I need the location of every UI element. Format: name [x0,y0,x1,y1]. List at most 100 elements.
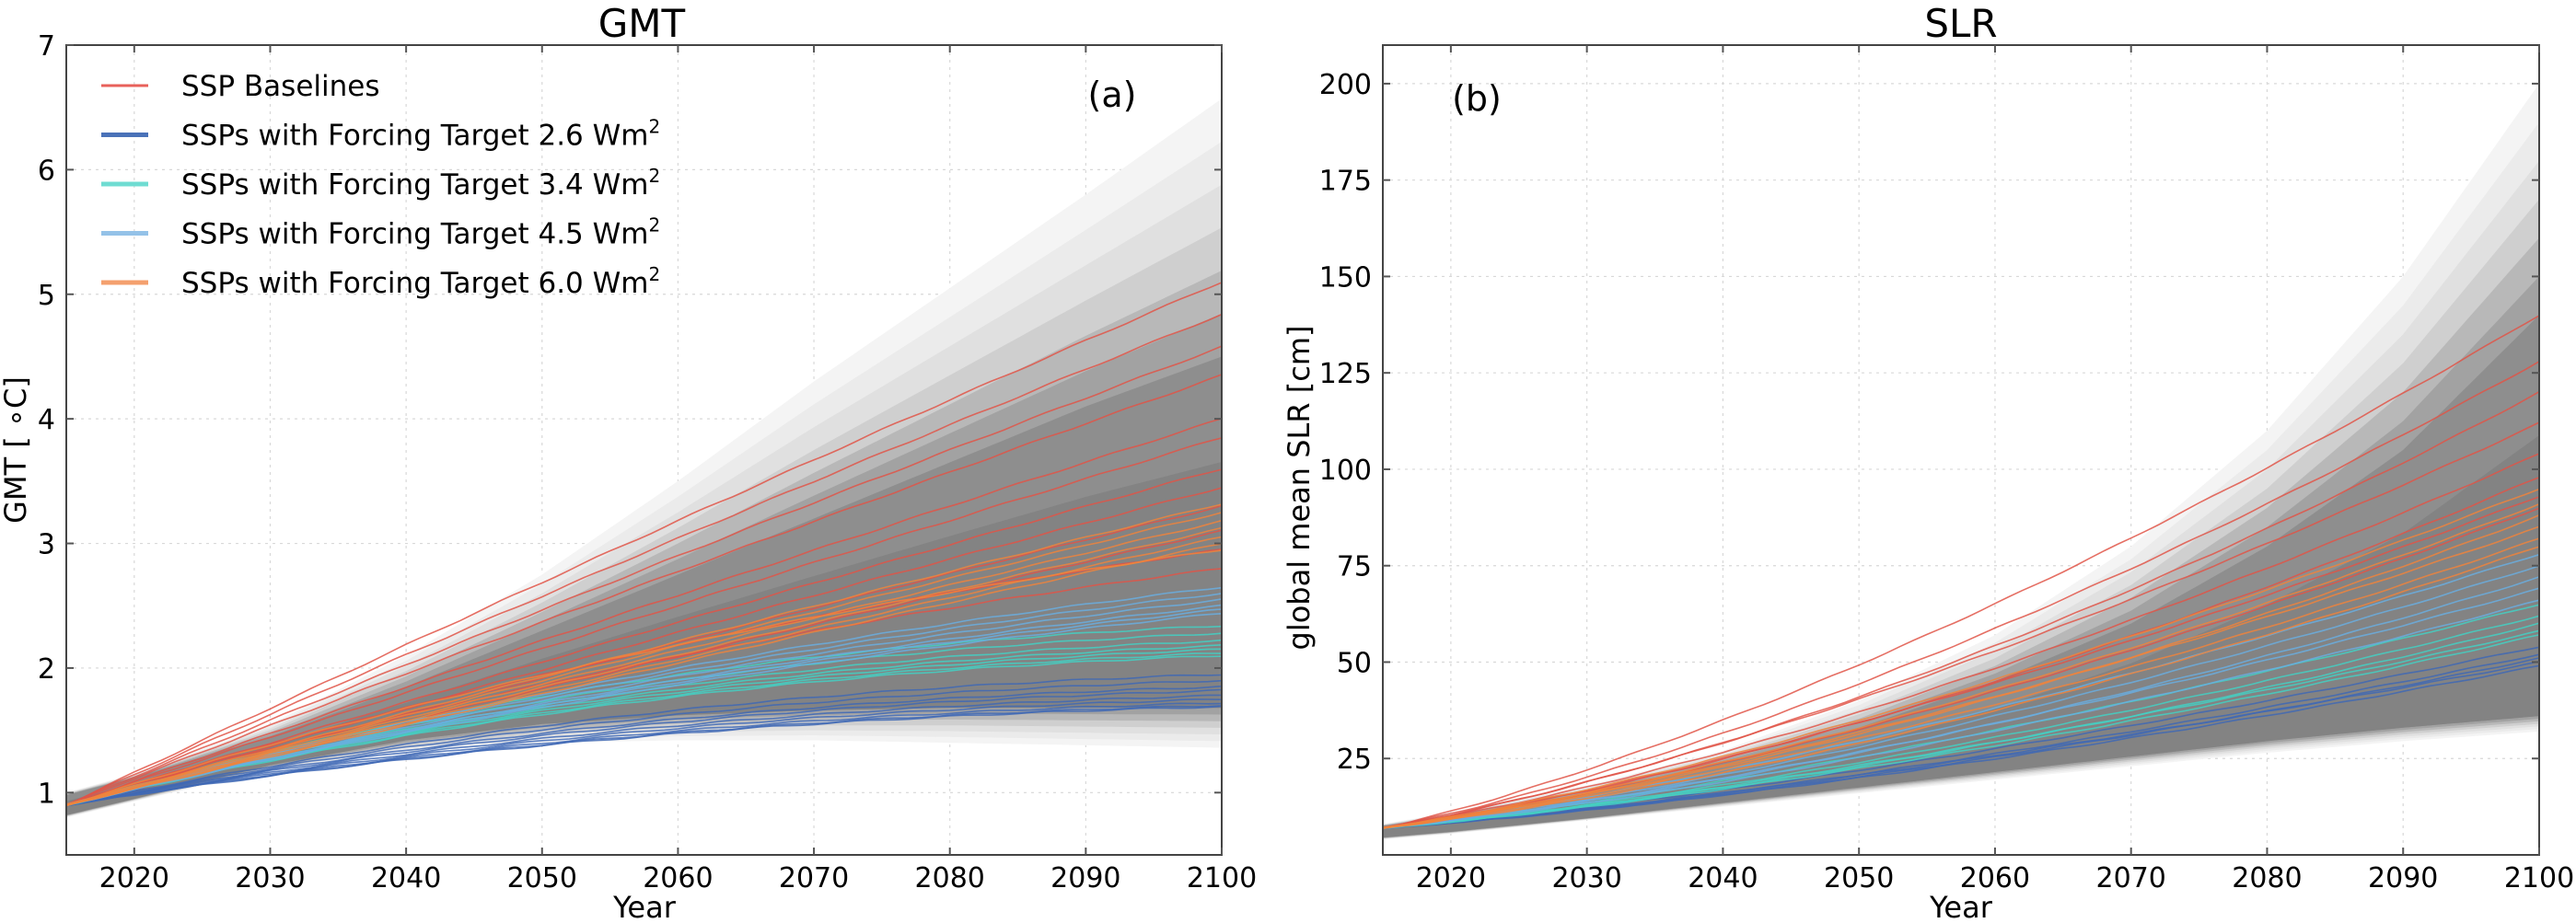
x-tick-label: 2070 [779,862,849,894]
y-tick-label: 150 [1319,261,1372,294]
x-axis-label-slr: Year [1929,890,1993,923]
series-line [65,674,1223,807]
series-line [1382,553,2540,829]
x-tick-label: 2030 [1551,862,1621,894]
legend-item: SSPs with Forcing Target 6.0 Wm2 [101,263,660,300]
series-line [65,543,1223,806]
envelope-gmt [66,98,1222,818]
series-line [1382,661,2540,829]
axes-frame-slr [1382,44,2540,856]
series-line [1382,525,2540,829]
series-line [65,688,1223,806]
y-tick-label: 75 [1337,551,1372,583]
series-line [65,613,1223,806]
series-line [65,702,1223,806]
x-tick-label: 2020 [99,862,169,894]
series-line [65,549,1223,806]
x-tick-label: 2090 [2368,862,2438,894]
series-line [1382,361,2540,830]
panel-slr: SLR 2020 2030 2040 2050 2060 2070 2080 2090 2100… [1282,1,2574,923]
y-tick-label: 200 [1319,69,1372,101]
y-tick-label: 50 [1337,647,1372,679]
series-line [65,437,1223,806]
axes-frame-gmt [65,44,1223,856]
series-line [65,282,1223,807]
x-tick-label: 2050 [507,862,577,894]
legend-item: SSPs with Forcing Target 3.4 Wm2 [101,165,660,202]
y-tick-label: 3 [38,529,55,561]
series-line [1382,488,2540,829]
x-tick-label: 2070 [2096,862,2166,894]
x-tick-label: 2050 [1824,862,1894,894]
y-tick-label: 4 [38,404,55,436]
series-line [65,374,1223,806]
legend-label-superscript: 2 [649,165,661,187]
panel-title-slr: SLR [1924,1,1997,46]
series-line [1382,315,2540,829]
x-axis-label-gmt: Year [612,890,677,923]
envelope-slr [1383,83,2539,840]
series-line [65,345,1223,806]
legend-item: SSP Baselines [101,70,380,103]
series-line [1382,599,2540,828]
series-line [65,487,1223,807]
x-tick-label: 2100 [2504,862,2574,894]
panel-label-a: (a) [1088,75,1137,115]
legend-label: SSPs with Forcing Target 4.5 Wm2 [181,214,660,251]
series-line [65,313,1223,807]
series-line [65,503,1223,807]
series-line [65,679,1223,807]
ticks-gmt: 2020 2030 2040 2050 2060 2070 2080 2090 2100 1 2 3 4… [38,30,1257,894]
y-tick-label: 100 [1319,455,1372,487]
legend: SSP Baselines SSPs with Forcing Target 2.… [101,70,660,300]
legend-label: SSP Baselines [181,70,380,103]
x-tick-label: 2080 [915,862,985,894]
legend-item: SSPs with Forcing Target 4.5 Wm2 [101,214,660,251]
x-tick-label: 2100 [1187,862,1257,894]
series-line [1382,453,2540,828]
panel-label-b: (b) [1452,78,1502,119]
x-tick-label: 2030 [235,862,305,894]
legend-label-superscript: 2 [649,116,661,138]
y-tick-label: 2 [38,653,55,686]
series-line [65,655,1223,806]
legend-label: SSPs with Forcing Target 3.4 Wm2 [181,165,660,202]
series-line [1382,664,2540,828]
y-tick-label: 25 [1337,744,1372,776]
ticks-slr: 2020 2030 2040 2050 2060 2070 2080 2090 2100 25 50… [1319,45,2574,894]
series-line [65,608,1223,805]
series-line [1382,546,2540,829]
series-line [1382,421,2540,829]
series-lines-slr [1382,315,2540,830]
legend-label-superscript: 2 [649,263,661,285]
x-tick-label: 2060 [1960,862,2030,894]
series-line [65,593,1223,807]
series-line [65,698,1223,806]
x-tick-label: 2090 [1050,862,1120,894]
envelope-core [1383,435,2539,838]
x-tick-label: 2080 [2232,862,2302,894]
legend-label: SSPs with Forcing Target 6.0 Wm2 [181,263,660,300]
y-tick-label: 1 [38,778,55,810]
series-line [65,694,1222,805]
series-line [1382,537,2540,828]
y-tick-label: 175 [1319,166,1372,198]
y-axis-label-slr: global mean SLR [cm] [1282,326,1317,651]
y-tick-label: 6 [38,155,55,187]
panel-gmt: GMT 2020 2030 2040 2050 2060 2070 2080 2090 2100… [0,1,1257,923]
x-tick-label: 2020 [1416,862,1486,894]
series-line [1382,634,2540,828]
x-tick-label: 2040 [1688,862,1758,894]
series-line [65,526,1223,806]
series-line [1382,587,2540,829]
x-tick-label: 2040 [371,862,441,894]
series-lines-gmt [65,282,1223,807]
series-line [65,418,1223,805]
series-line [1382,646,2540,829]
panel-title-gmt: GMT [598,1,686,46]
y-tick-label: 7 [38,30,55,63]
y-axis-label-gmt: GMT [ ∘C] [0,376,33,524]
legend-label-superscript: 2 [649,214,661,237]
x-tick-label: 2060 [643,862,713,894]
